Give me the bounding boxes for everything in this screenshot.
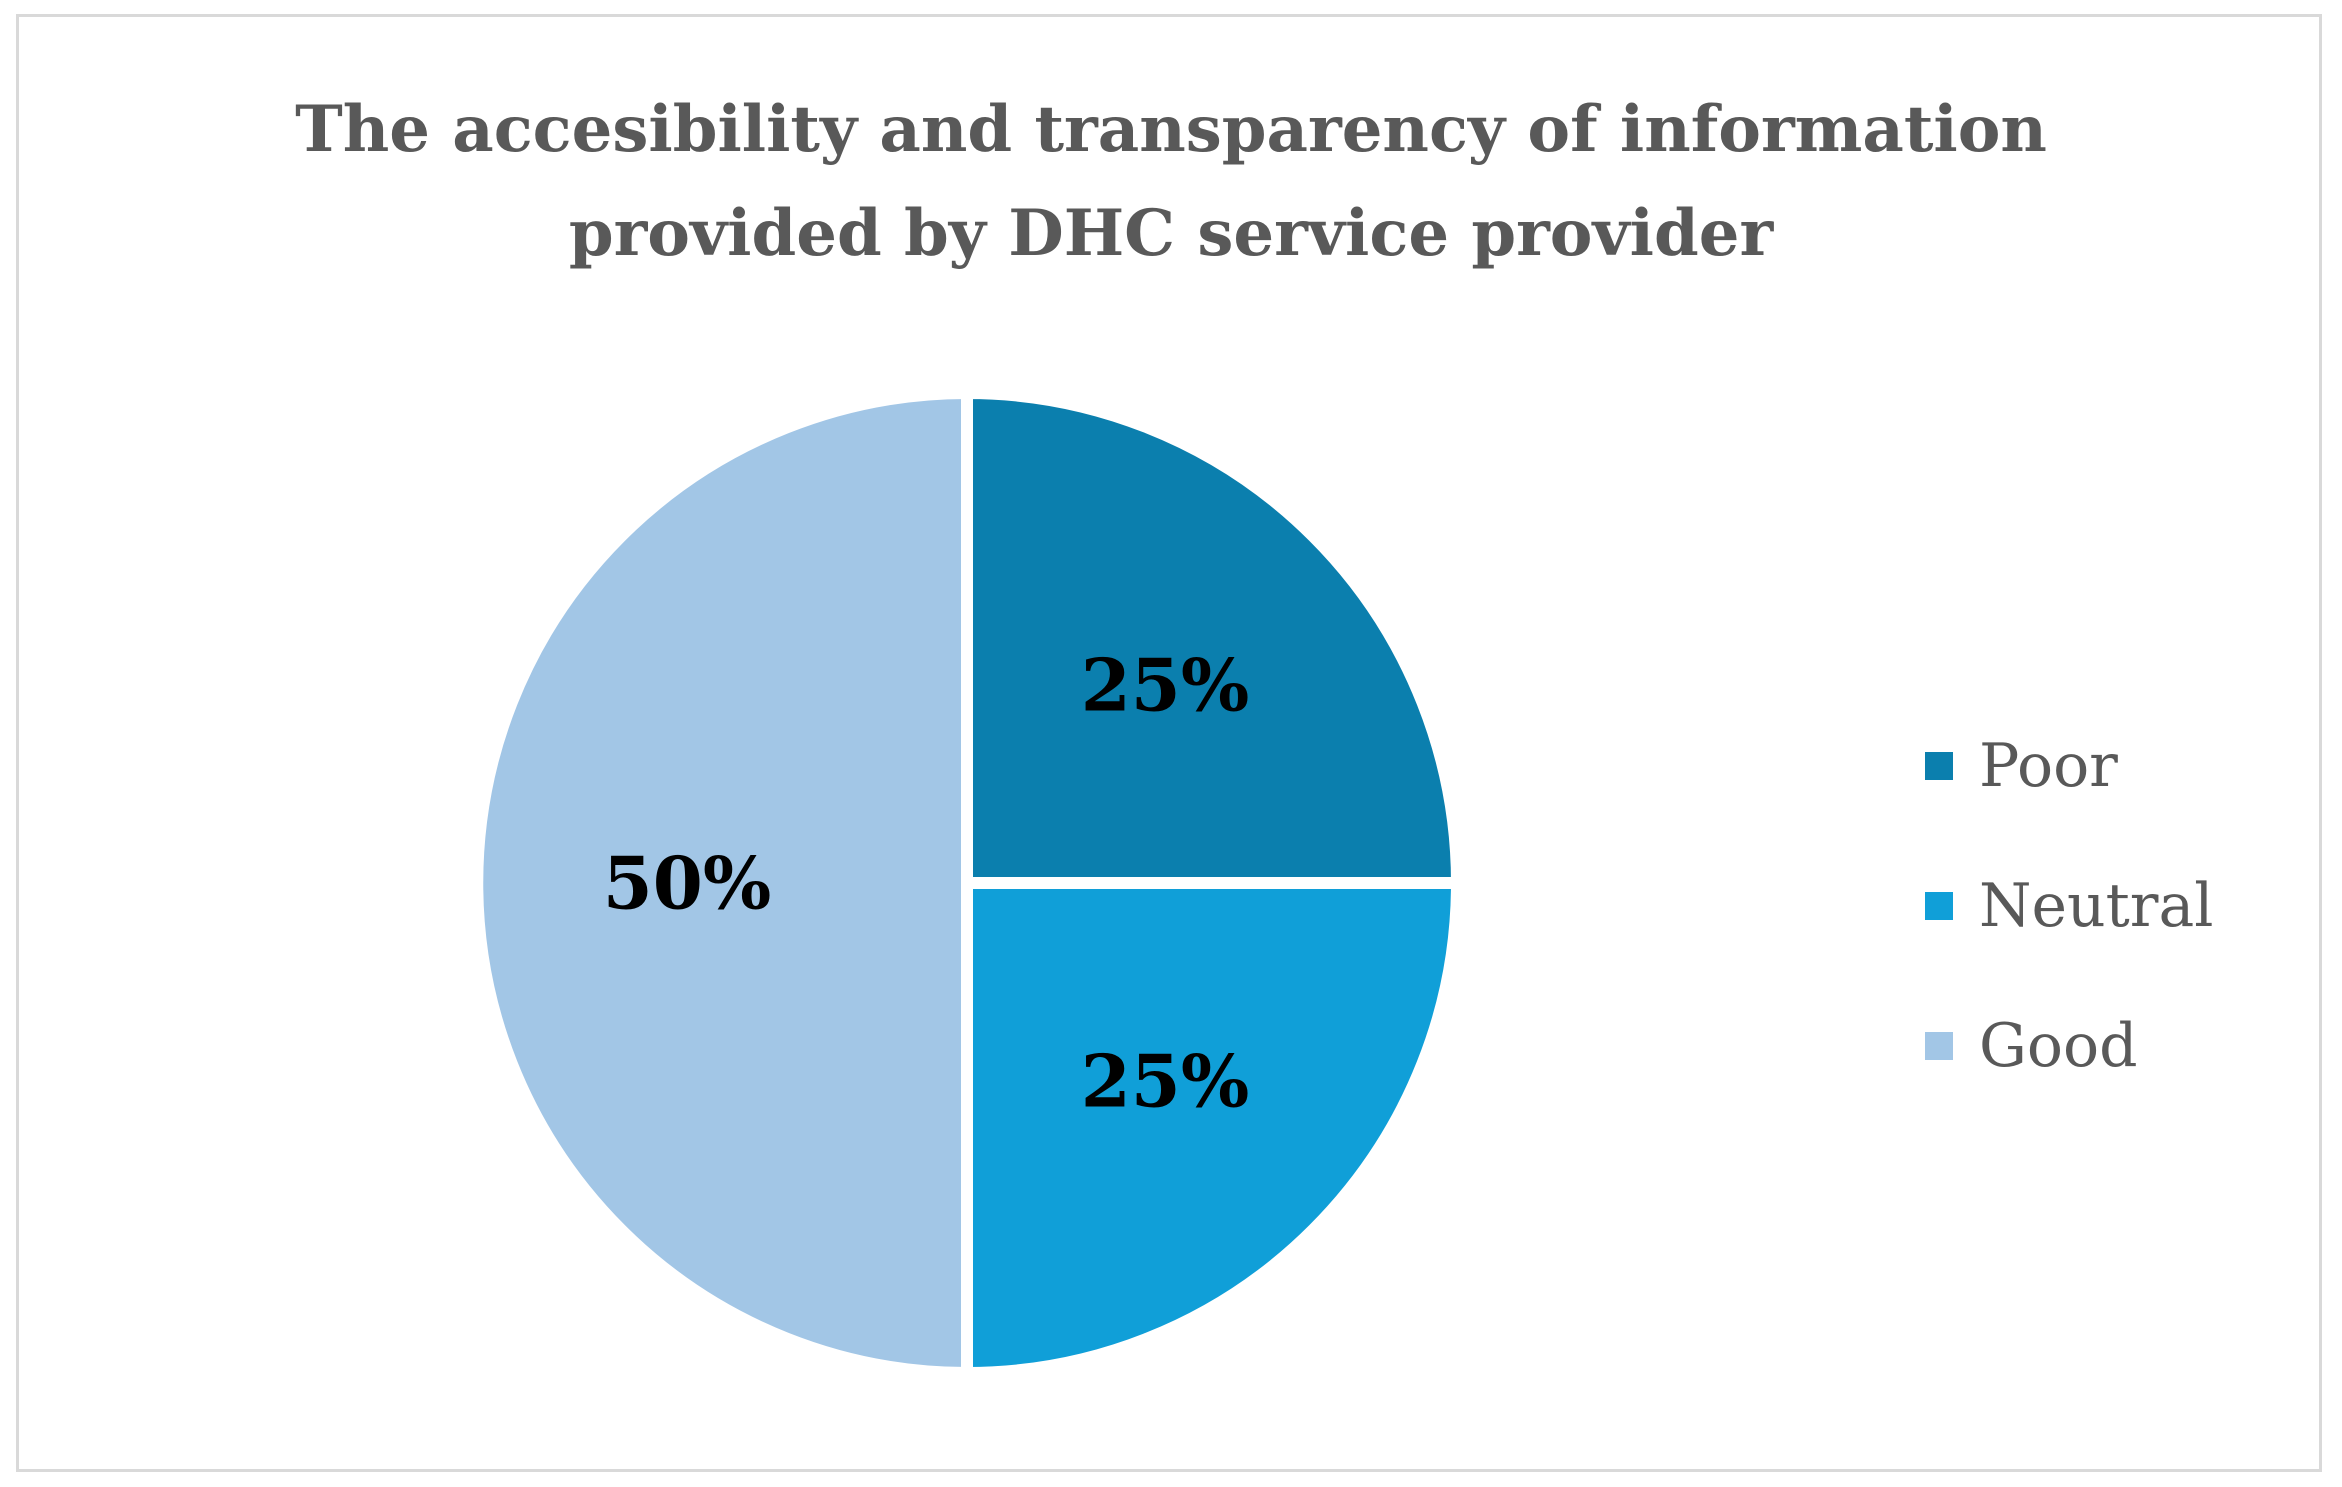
chart-title: The accesibility and transparency of inf… (0, 78, 2342, 286)
chart-title-line-1: The accesibility and transparency of inf… (295, 92, 2047, 167)
pie-slice-poor (961, 386, 1464, 889)
data-label-good: 50% (603, 841, 772, 926)
data-label-neutral: 25% (1081, 1039, 1250, 1124)
legend-item-good: Good (1925, 976, 2213, 1116)
data-label-poor: 25% (1081, 643, 1250, 728)
legend-label-poor: Poor (1979, 731, 2118, 801)
legend-swatch-good (1925, 1032, 1953, 1060)
chart-title-line-2: provided by DHC service provider (568, 196, 1774, 271)
legend-item-neutral: Neutral (1925, 836, 2213, 976)
legend: Poor Neutral Good (1925, 696, 2213, 1116)
pie-slice-good (471, 386, 973, 1380)
pie-data-labels: 25% 25% 50% (603, 643, 1250, 1124)
legend-label-neutral: Neutral (1979, 871, 2214, 941)
pie-slices (471, 386, 1464, 1380)
legend-swatch-poor (1925, 752, 1953, 780)
legend-label-good: Good (1979, 1011, 2138, 1081)
legend-item-poor: Poor (1925, 696, 2213, 836)
pie-slice-neutral (961, 877, 1464, 1380)
legend-swatch-neutral (1925, 892, 1953, 920)
